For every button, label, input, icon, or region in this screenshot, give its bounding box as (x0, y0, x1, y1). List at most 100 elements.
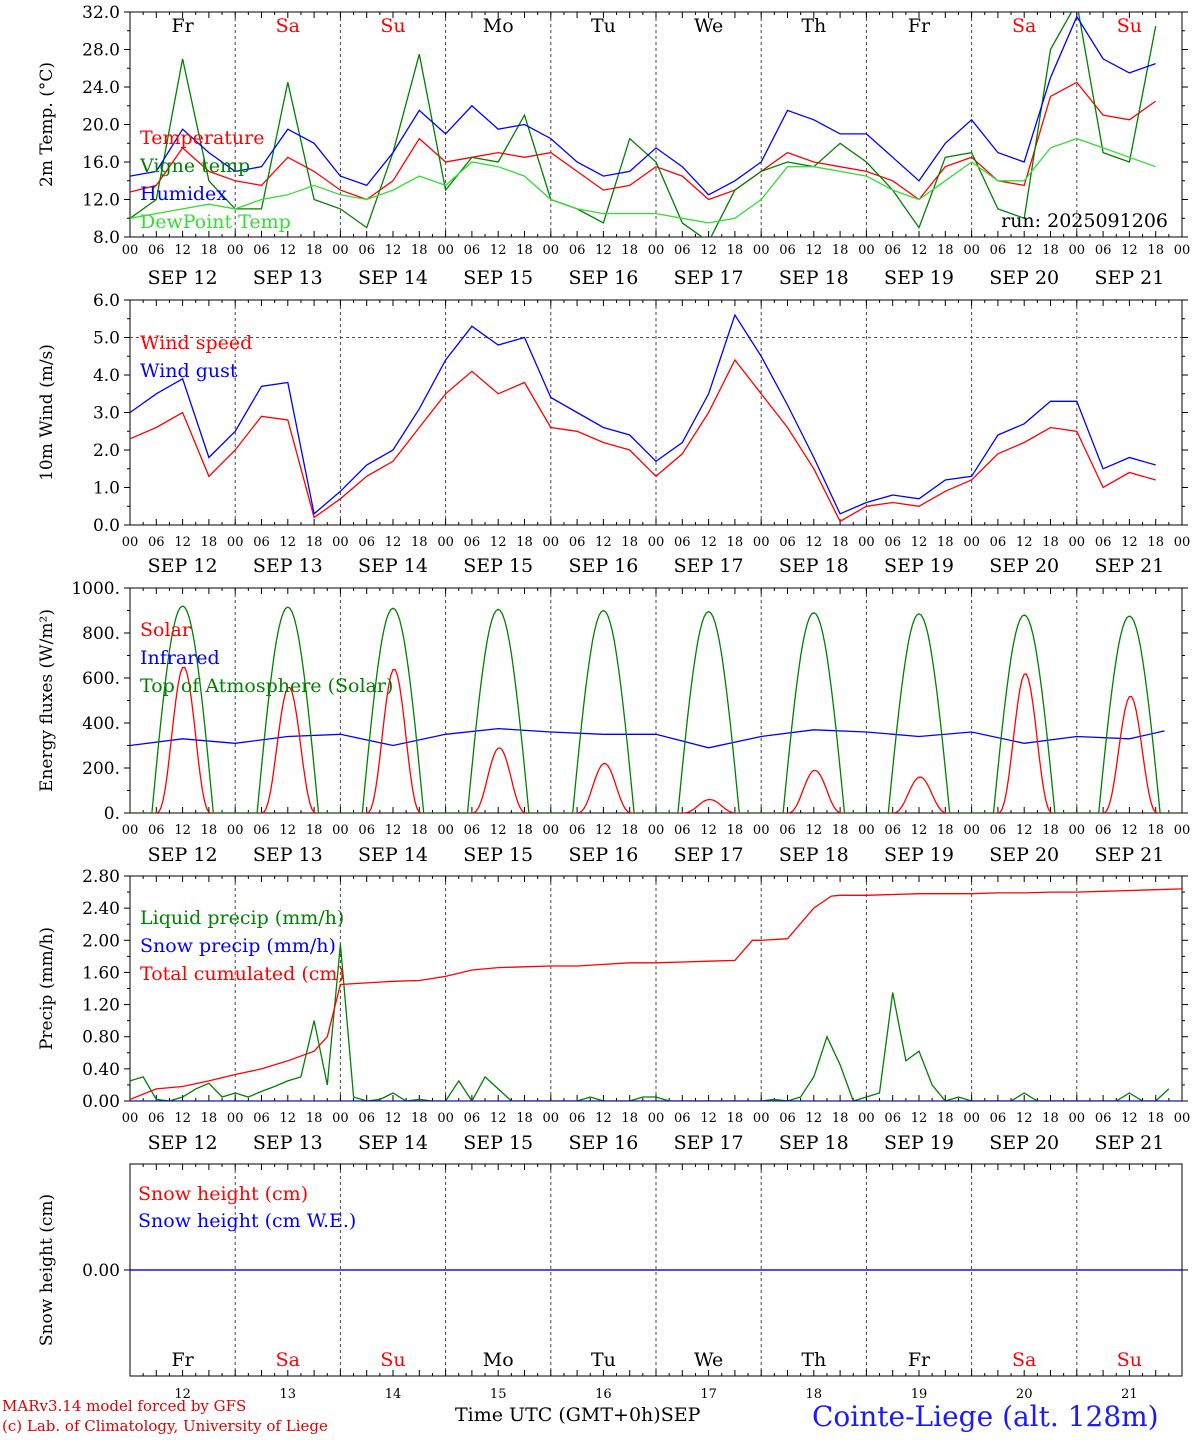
y-axis-label: Energy fluxes (W/m²) (37, 609, 57, 792)
day-number-label: 14 (385, 1387, 402, 1402)
date-label: SEP 14 (358, 844, 428, 866)
date-label: SEP 16 (568, 1132, 638, 1154)
hour-tick-label: 00 (1069, 1111, 1086, 1126)
day-number-label: 12 (174, 1387, 191, 1402)
hour-tick-label: 18 (832, 1111, 849, 1126)
hour-tick-label: 12 (174, 535, 191, 550)
hour-tick-label: 06 (464, 823, 481, 838)
hour-tick-label: 06 (569, 243, 586, 258)
hour-tick-label: 12 (1121, 1111, 1138, 1126)
hour-tick-label: 06 (674, 1111, 691, 1126)
y-tick-label: 200. (82, 759, 120, 779)
hour-tick-label: 06 (253, 1111, 270, 1126)
hour-tick-label: 06 (358, 535, 375, 550)
series-line-wind-speed (130, 358, 1156, 523)
hour-tick-label: 12 (385, 1111, 402, 1126)
day-name-label: Sa (1012, 15, 1036, 37)
y-tick-label: 0. (104, 804, 120, 824)
legend-entry: Vigne temp (139, 155, 250, 177)
day-name-label: Su (380, 1349, 405, 1371)
day-name-label: Mo (483, 15, 514, 37)
hour-tick-label: 00 (332, 535, 349, 550)
hour-tick-label: 18 (411, 243, 428, 258)
plot-frame (129, 299, 1183, 526)
date-label: SEP 21 (1094, 844, 1164, 866)
hour-tick-label: 12 (385, 243, 402, 258)
hour-tick-label: 18 (937, 823, 954, 838)
hour-tick-label: 00 (753, 1111, 770, 1126)
hour-tick-label: 18 (727, 823, 744, 838)
hour-tick-label: 12 (174, 1111, 191, 1126)
date-label: SEP 18 (779, 267, 849, 289)
hour-tick-label: 12 (595, 535, 612, 550)
hour-tick-label: 00 (227, 535, 244, 550)
date-label: SEP 17 (674, 1132, 744, 1154)
date-label: SEP 20 (989, 844, 1059, 866)
legend-entry: Infrared (140, 647, 220, 669)
hour-tick-label: 18 (201, 243, 218, 258)
hour-tick-label: 00 (122, 823, 139, 838)
date-label: SEP 14 (358, 267, 428, 289)
hour-tick-label: 00 (963, 243, 980, 258)
hour-tick-label: 06 (674, 243, 691, 258)
hour-tick-label: 18 (621, 1111, 638, 1126)
hour-tick-label: 00 (543, 823, 560, 838)
hour-tick-label: 00 (1069, 823, 1086, 838)
hour-tick-label: 06 (569, 823, 586, 838)
plot-frame (129, 587, 1183, 814)
hour-tick-label: 18 (516, 823, 533, 838)
hour-tick-label: 12 (490, 535, 507, 550)
hour-tick-label: 12 (280, 535, 297, 550)
hour-tick-label: 12 (174, 243, 191, 258)
hour-tick-label: 06 (464, 1111, 481, 1126)
hour-tick-label: 06 (358, 823, 375, 838)
hour-tick-label: 06 (779, 243, 796, 258)
date-label: SEP 21 (1094, 267, 1164, 289)
hour-tick-label: 18 (832, 243, 849, 258)
legend-entry: Liquid precip (mm/h) (140, 907, 344, 929)
y-tick-label: 0.00 (82, 1092, 120, 1112)
y-tick-label: 600. (82, 669, 120, 689)
hour-tick-label: 18 (1147, 535, 1164, 550)
hour-tick-label: 12 (1016, 1111, 1033, 1126)
date-label: SEP 17 (674, 844, 744, 866)
day-number-label: 20 (1016, 1387, 1033, 1402)
y-tick-label: 3.0 (93, 404, 120, 424)
hour-tick-label: 00 (1174, 823, 1191, 838)
date-label: SEP 20 (989, 267, 1059, 289)
hour-tick-label: 06 (990, 1111, 1007, 1126)
hour-tick-label: 00 (1174, 1111, 1191, 1126)
series-line-liquid-precip-mm-h- (130, 944, 1170, 1101)
y-axis-label: Snow height (cm) (37, 1194, 57, 1346)
hour-tick-label: 00 (227, 823, 244, 838)
hour-tick-label: 00 (227, 1111, 244, 1126)
panel-4: 0.00 0.40 0.80 1.20 1.60 2.00 2.40 2.80 Precip (… (37, 867, 1190, 1154)
legend-entry: Top of Atmosphere (Solar) (140, 675, 393, 697)
hour-tick-label: 18 (937, 243, 954, 258)
month-label: SEP (660, 1404, 701, 1426)
hour-tick-label: 00 (332, 243, 349, 258)
day-name-label: Fr (908, 1349, 931, 1371)
hour-tick-label: 06 (148, 535, 165, 550)
day-number-label: 18 (806, 1387, 823, 1402)
series-line-top-of-atmosphere-solar- (130, 605, 1182, 813)
hour-tick-label: 18 (516, 535, 533, 550)
hour-tick-label: 12 (1121, 535, 1138, 550)
hour-tick-label: 12 (174, 823, 191, 838)
lab-credit-text: (c) Lab. of Climatology, University of L… (2, 1417, 328, 1435)
hour-tick-label: 06 (253, 823, 270, 838)
legend-entry: Snow precip (mm/h) (140, 935, 336, 957)
hour-tick-label: 12 (595, 823, 612, 838)
y-tick-label: 1.60 (82, 963, 120, 983)
day-name-label: Su (380, 15, 405, 37)
hour-tick-label: 06 (674, 823, 691, 838)
y-tick-label: 2.80 (82, 867, 120, 887)
hour-tick-label: 06 (464, 243, 481, 258)
y-tick-label: 1000. (71, 579, 120, 599)
date-label: SEP 18 (779, 555, 849, 577)
date-label: SEP 15 (463, 1132, 533, 1154)
hour-tick-label: 18 (1147, 1111, 1164, 1126)
hour-tick-label: 18 (201, 823, 218, 838)
hour-tick-label: 06 (674, 535, 691, 550)
day-number-label: 17 (700, 1387, 717, 1402)
